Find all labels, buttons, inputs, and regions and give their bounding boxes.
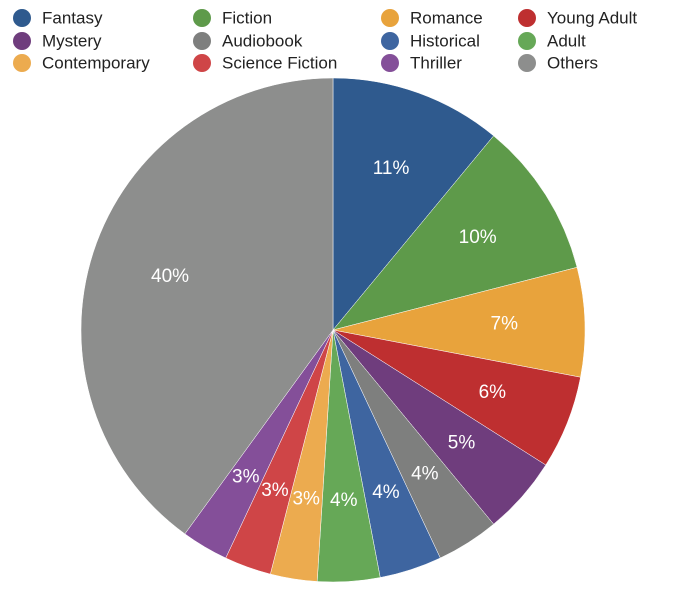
slice-label: 4% <box>411 464 439 485</box>
slice-label: 4% <box>330 490 358 511</box>
legend-swatch <box>518 32 536 50</box>
slice-label: 10% <box>459 227 497 248</box>
slice-label: 5% <box>448 432 476 453</box>
legend-label: Fiction <box>222 8 272 27</box>
legend-swatch <box>193 32 211 50</box>
legend-label: Mystery <box>42 31 102 50</box>
legend-swatch <box>193 9 211 27</box>
legend-swatch <box>193 54 211 72</box>
slice-label: 3% <box>292 488 320 509</box>
legend-swatch <box>13 9 31 27</box>
legend-label: Audiobook <box>222 31 303 50</box>
legend-label: Others <box>547 53 598 72</box>
legend-label: Contemporary <box>42 53 150 72</box>
legend-swatch <box>13 32 31 50</box>
legend-swatch <box>381 54 399 72</box>
legend-label: Young Adult <box>547 8 637 27</box>
slice-label: 3% <box>232 467 260 488</box>
slice-label: 11% <box>373 158 410 179</box>
legend-label: Science Fiction <box>222 53 337 72</box>
legend-label: Historical <box>410 31 480 50</box>
pie-slice <box>332 135 578 331</box>
pie-slice <box>332 77 494 331</box>
pie-slice <box>80 77 334 535</box>
slice-label: 4% <box>372 482 400 503</box>
legend-swatch <box>13 54 31 72</box>
legend-label: Adult <box>547 31 586 50</box>
slice-label: 3% <box>261 480 289 501</box>
legend-swatch <box>381 9 399 27</box>
legend-swatch <box>518 54 536 72</box>
pie-slice <box>332 267 586 378</box>
slice-label: 7% <box>491 314 519 335</box>
legend-label: Romance <box>410 8 483 27</box>
legend-label: Fantasy <box>42 8 103 27</box>
slice-label: 6% <box>479 382 507 403</box>
legend-swatch <box>381 32 399 50</box>
legend-label: Thriller <box>410 53 462 72</box>
legend-swatch <box>518 9 536 27</box>
slice-label: 40% <box>151 266 189 287</box>
